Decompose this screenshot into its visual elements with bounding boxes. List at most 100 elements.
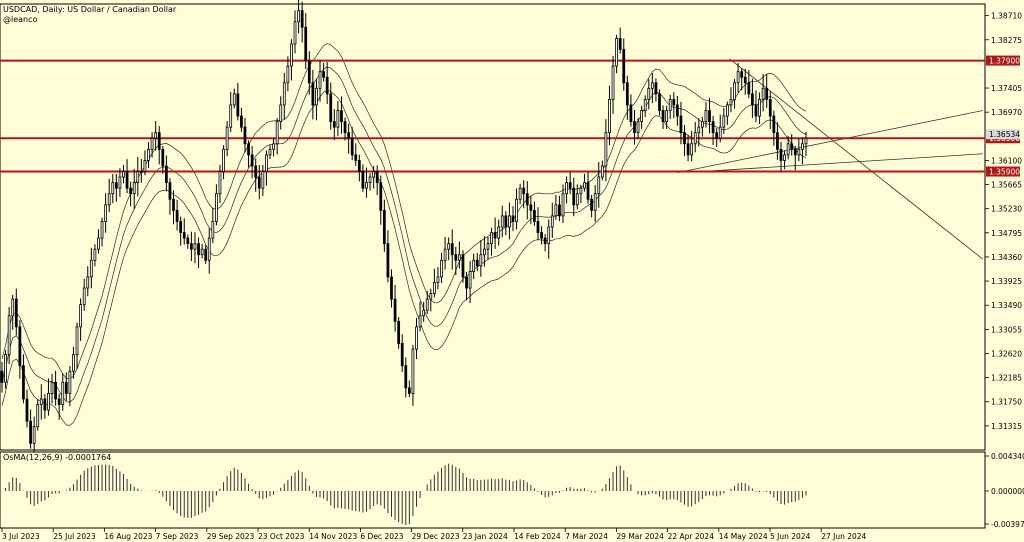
candle-body [458,254,461,261]
candle-body [472,259,476,272]
price-candle [586,171,590,204]
candle-body [515,198,518,222]
candle-body [325,76,329,95]
candle-body [436,276,440,283]
price-tick-label: 1.35665 [991,181,1022,190]
price-candle [440,252,443,284]
price-candle [608,85,611,146]
candle-body [443,248,447,261]
candle-body [39,398,43,405]
price-candle [50,373,54,404]
price-candle [583,173,586,192]
price-candle [718,114,722,143]
candle-body [422,309,426,317]
candle-body [350,137,354,156]
date-tick-label: 27 Jun 2024 [821,532,866,541]
osma-tick-label: 0.0000000 [991,487,1024,496]
candle-body [643,99,647,111]
price-candle [547,219,551,259]
price-candle [197,237,200,269]
price-axis: 1.379001.365001.359001.365341.387101.382… [985,12,1024,529]
candle-body [461,254,465,278]
price-candle [211,207,215,244]
candle-body [636,121,640,134]
candle-body [318,71,322,89]
price-candle [447,237,451,261]
price-candle [86,266,90,297]
candle-body [483,248,486,256]
price-tick-label: 1.36970 [991,108,1022,117]
price-candle [604,119,608,182]
candle-body [43,398,47,411]
candle-body [508,215,511,228]
candle-body [543,237,547,245]
date-tick-label: 14 May 2024 [719,532,768,541]
price-candle [186,234,190,249]
price-candle [704,102,708,128]
candle-body [511,215,515,222]
candle-body [518,187,522,200]
price-candle [622,38,626,91]
date-tick-label: 25 Jul 2023 [53,532,96,541]
price-candle [254,158,258,192]
price-candle [593,185,597,222]
price-candle [572,177,576,217]
price-candle [407,380,411,398]
price-candle [747,70,751,99]
price-candle [68,366,72,407]
candle-body [593,193,597,211]
current-price-label: 1.36534 [989,130,1020,139]
price-candle [332,109,336,141]
price-candle [636,118,640,140]
candle-body [154,132,158,139]
candle-body [204,248,208,261]
price-candle [801,137,804,165]
price-candle [772,110,776,146]
price-candle [751,78,754,119]
indicator-panel-frame [0,451,986,529]
price-candle [107,178,111,213]
candle-body [668,99,672,111]
price-candle [418,301,422,332]
price-candle [761,73,765,112]
candle-body [790,143,794,150]
candle-body [486,243,490,250]
price-candle [661,105,665,129]
price-panel-frame [0,3,986,451]
candle-body [282,82,286,106]
candle-body [497,226,501,239]
price-tick-label: 1.38275 [991,36,1022,45]
price-candle [543,234,547,252]
price-candle [122,164,125,184]
candle-body [114,182,118,189]
candle-body [672,99,676,106]
price-tick-label: 1.32185 [991,374,1022,383]
price-candle [36,399,40,431]
candle-body [675,104,679,117]
date-tick-label: 5 Jun 2024 [770,532,811,541]
price-candle [790,134,794,156]
candle-body [533,209,536,222]
candle-body [522,187,526,195]
candle-body [36,404,40,428]
candle-body [418,315,422,328]
candle-body [261,171,265,189]
price-candle [347,123,350,154]
candle-body [783,154,786,161]
support-trendline [693,153,983,173]
candle-body [175,209,179,222]
candle-body [100,221,104,239]
price-candle [425,291,429,314]
price-candle [393,284,397,332]
price-candle [618,27,622,54]
date-tick-label: 29 Sep 2023 [207,532,255,541]
price-tick-label: 1.32620 [991,349,1022,358]
price-candle [150,132,154,158]
candle-body [579,187,583,195]
candle-body [168,182,172,200]
price-candle [218,164,222,204]
candle-body [93,248,97,261]
candle-body [311,82,315,106]
price-candle [500,205,504,238]
